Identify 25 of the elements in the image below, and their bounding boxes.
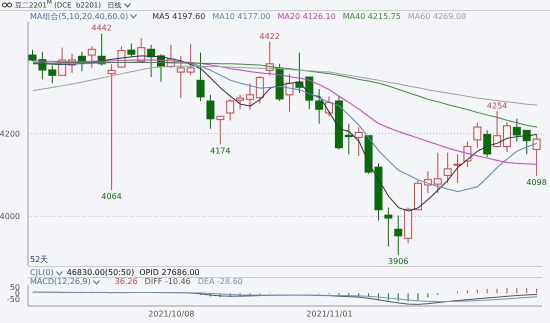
legend-title: MACD(12,26,9) [30, 277, 92, 286]
annotation: 4442 [92, 24, 112, 33]
series-label: DEA -28.60 [198, 277, 243, 286]
text: MA60 4269.08 [408, 12, 466, 21]
annotation: 4174 [210, 146, 230, 156]
series-label: 36.26 [114, 277, 138, 286]
annotation: 4422 [260, 32, 280, 41]
text: CJL(0) [30, 268, 54, 276]
text: 46830.00(50:50) OPID 27686.00 [66, 268, 200, 276]
legend-title: MA组合(5,10,20,40,60,0) [30, 11, 130, 22]
x-tick-label: 2021/11/01 [306, 310, 353, 319]
text: MA5 4197.60 [152, 12, 206, 21]
y-tick-label: 4000 [0, 212, 20, 222]
annotation: 4254 [486, 101, 508, 110]
y-tick-label: 4200 [0, 130, 20, 138]
annotation: 4098 [526, 178, 547, 187]
text: MA20 4126.10 [278, 12, 336, 21]
annotation: 52天 [30, 254, 48, 265]
annotation: 4064 [101, 192, 122, 201]
y-tick-label: -50 [6, 295, 20, 304]
text: MA10 4177.00 [212, 12, 271, 21]
text: MA40 4215.75 [342, 12, 401, 21]
series-label: DIFF -10.46 [144, 277, 191, 286]
annotation: 3906 [388, 257, 408, 266]
x-tick-label: 2021/10/08 [148, 310, 194, 319]
